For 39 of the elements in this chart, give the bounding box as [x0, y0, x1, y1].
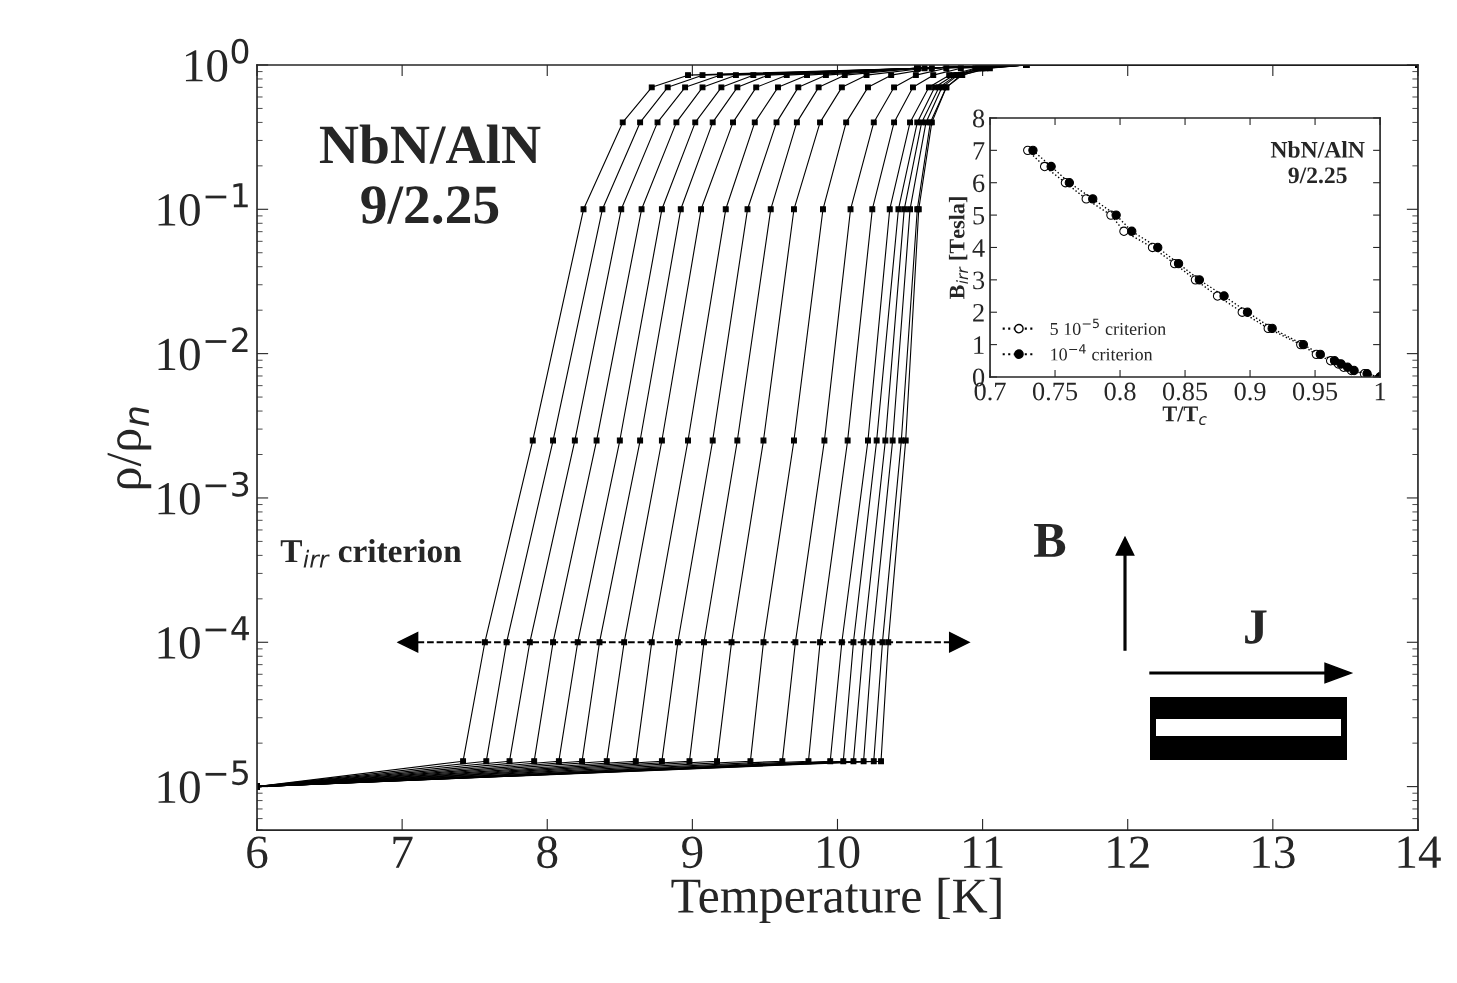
legend-label: 5 10$^{−5}$ criterion: [1050, 318, 1166, 336]
annotation: B: [1034, 523, 1066, 557]
x-tick-label: 0.95: [1292, 382, 1338, 401]
y-tick-label: 10$^{−1}$: [158, 183, 248, 226]
x-tick-label: 9: [682, 836, 703, 869]
annotation: NbN/AlN 9/2.25: [319, 124, 541, 224]
x-tick-label: 7: [393, 836, 413, 868]
x-tick-label: 0.9: [1234, 382, 1266, 401]
y-tick-label: 10$^{−5}$: [158, 760, 248, 804]
y-axis-title: ρ/ρ$_{n}$: [107, 407, 152, 489]
y-tick-label: 5: [973, 206, 985, 225]
x-tick-label: 0.8: [1104, 382, 1136, 401]
x-tick-label: 13: [1253, 836, 1295, 869]
x-axis-title: Temperature [K]: [671, 877, 1001, 924]
y-tick-label: 10$^{−2}$: [158, 327, 248, 371]
x-tick-label: 14: [1398, 836, 1441, 868]
x-tick-label: 0.85: [1162, 382, 1208, 401]
y-tick-label: 3: [973, 271, 985, 290]
legend-label: 10$^{−4}$ criterion: [1051, 344, 1153, 361]
y-tick-label: 1: [974, 336, 984, 354]
y-tick-label: 10$^{−3}$: [158, 471, 249, 515]
y-tick-label: 10$^{−4}$: [158, 616, 249, 659]
annotation: J: [1245, 610, 1267, 644]
y-tick-label: 4: [972, 239, 985, 257]
annotation: NbN/AlN 9/2.25: [1270, 141, 1365, 184]
x-tick-label: 8: [537, 836, 558, 869]
x-tick-label: 11: [964, 836, 1003, 868]
x-tick-label: 1: [1375, 382, 1386, 401]
x-axis-title: T/T$_{c}$: [1162, 406, 1207, 426]
x-tick-label: 12: [1108, 836, 1149, 868]
ref-line-label: T$_{irr}$ criterion: [280, 538, 462, 568]
y-tick-label: 7: [973, 142, 985, 160]
y-tick-label: 6: [973, 174, 985, 193]
y-tick-label: 2: [973, 303, 984, 322]
y-axis-title: B$_{irr}$ [Tesla]: [948, 197, 968, 299]
y-tick-label: 8: [972, 109, 985, 128]
x-tick-label: 0.75: [1032, 382, 1078, 401]
x-tick-label: 10: [818, 836, 860, 869]
y-tick-label: 10$^{0}$: [185, 38, 249, 82]
